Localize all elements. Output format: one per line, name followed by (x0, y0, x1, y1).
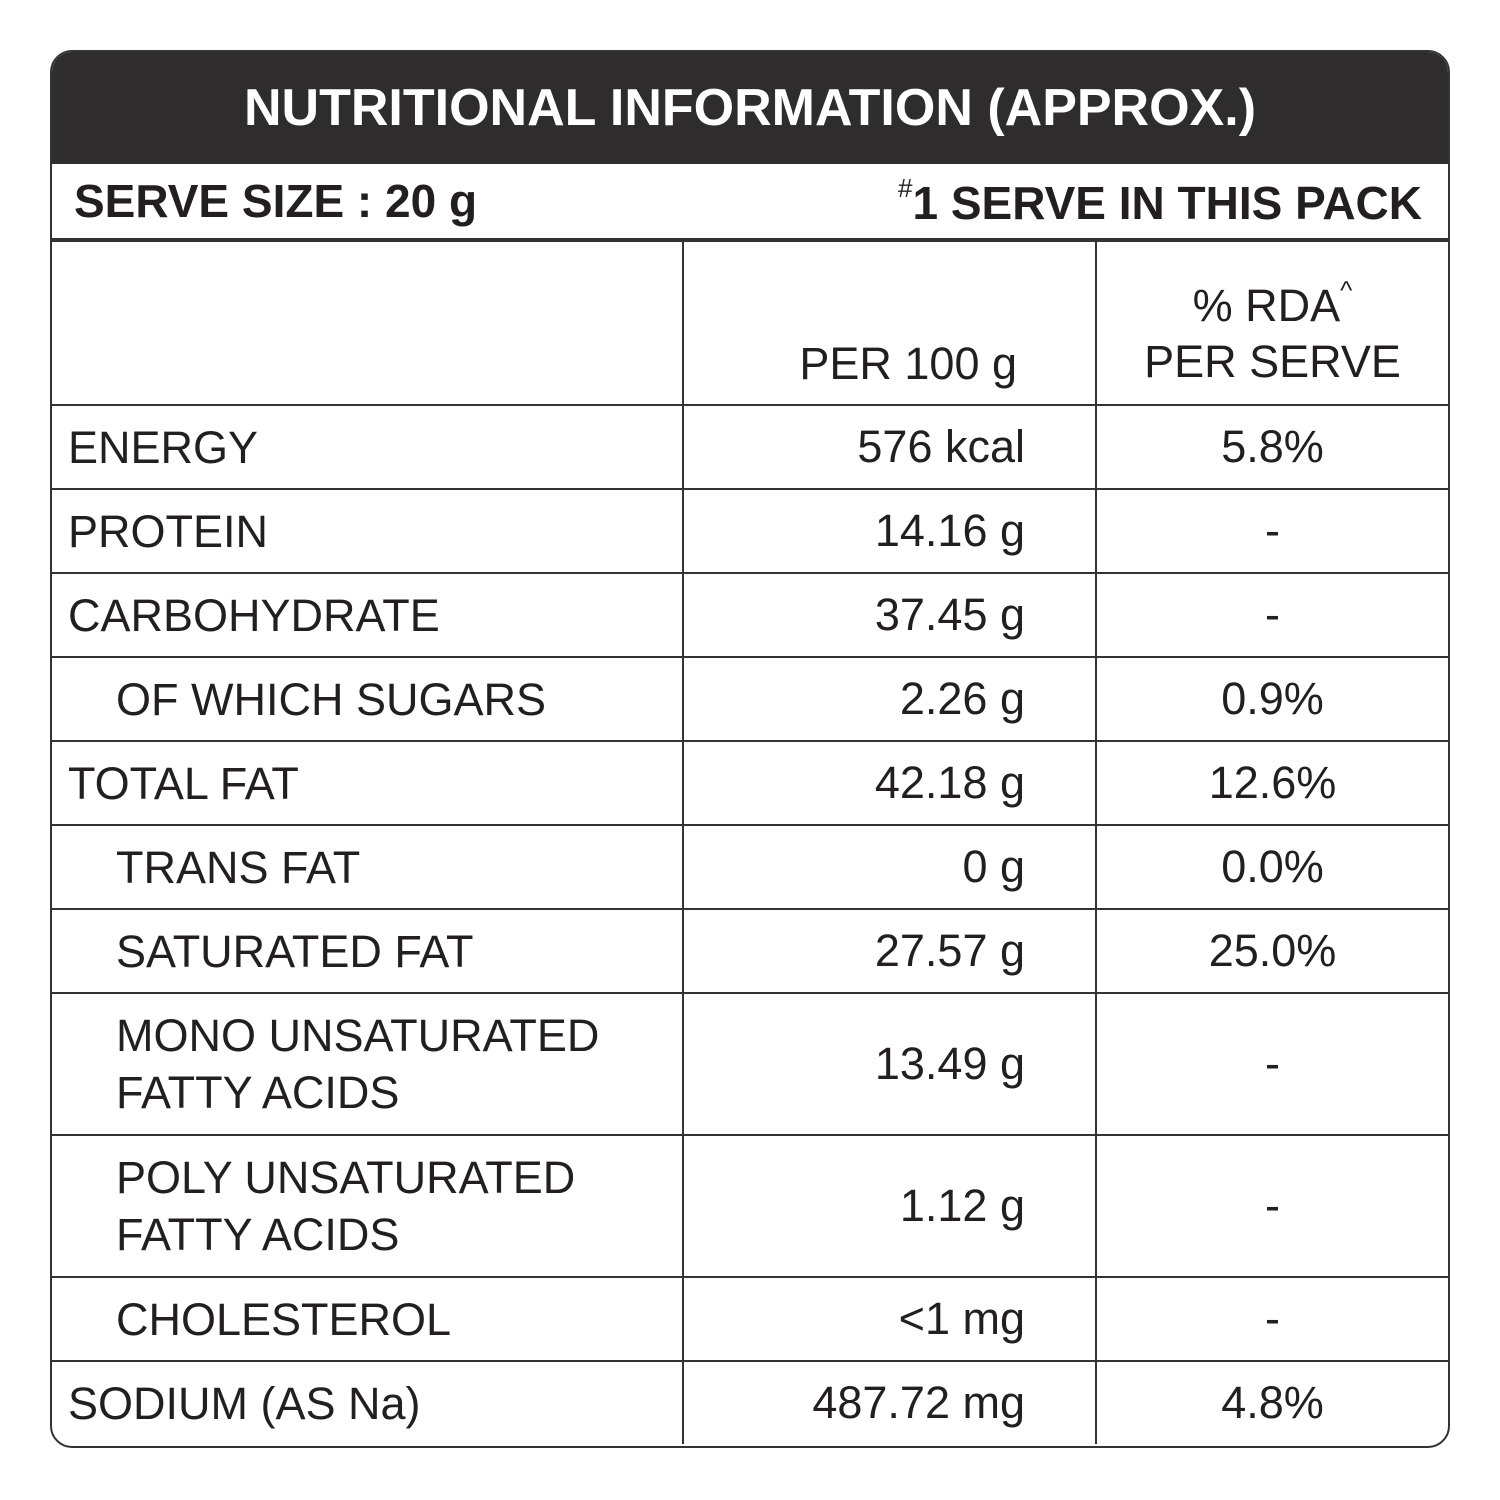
rda-heading: % RDA (1192, 280, 1341, 331)
nutrient-label: ENERGY (52, 404, 684, 490)
nutrient-row: MONO UNSATURATED FATTY ACIDS 13.49 g- (52, 992, 1448, 1136)
per-100g-value: 13.49 g (682, 992, 1097, 1136)
nutrient-label: OF WHICH SUGARS (52, 656, 684, 742)
rda-mark: ^ (1340, 275, 1353, 305)
nutrient-row: SODIUM (AS Na) 487.72 mg 4.8% (52, 1360, 1448, 1444)
nutrient-label: SODIUM (AS Na) (52, 1360, 684, 1444)
nutrient-row: TOTAL FAT 42.18 g 12.6% (52, 740, 1448, 826)
header-cell: % RDA^ PER SERVE (1095, 240, 1448, 406)
nutrient-label: MONO UNSATURATED FATTY ACIDS (52, 992, 684, 1136)
header-cell: PER 100 g (682, 240, 1097, 406)
rda-value: 0.0% (1095, 824, 1448, 910)
rda-value: 4.8% (1095, 1360, 1448, 1444)
header-row: PER 100 g % RDA^ PER SERVE (52, 240, 1448, 406)
per-100g-value: 2.26 g (682, 656, 1097, 742)
nutrition-panel: NUTRITIONAL INFORMATION (APPROX.) SERVE … (50, 50, 1450, 1448)
serve-size: SERVE SIZE : 20 g (74, 175, 478, 227)
per-100g-value: 1.12 g (682, 1134, 1097, 1278)
rda-value: - (1095, 992, 1448, 1136)
rda-subheading: PER SERVE (1144, 336, 1401, 387)
nutrient-row: PROTEIN 14.16 g- (52, 488, 1448, 574)
nutrient-row: OF WHICH SUGARS 2.26 g 0.9% (52, 656, 1448, 742)
per-100g-value: 37.45 g (682, 572, 1097, 658)
rda-value: - (1095, 1134, 1448, 1278)
nutrient-row: TRANS FAT 0 g 0.0% (52, 824, 1448, 910)
nutrient-label: SATURATED FAT (52, 908, 684, 994)
nutrient-label: TRANS FAT (52, 824, 684, 910)
nutrient-label: CARBOHYDRATE (52, 572, 684, 658)
nutrient-label: TOTAL FAT (52, 740, 684, 826)
per-100g-value: 487.72 mg (682, 1360, 1097, 1444)
per-100g-heading: PER 100 g (799, 338, 1017, 389)
pack-text: 1 SERVE IN THIS PACK (912, 176, 1422, 229)
rda-value: 5.8% (1095, 404, 1448, 490)
rda-value: 25.0% (1095, 908, 1448, 994)
pack-info: #1 SERVE IN THIS PACK (898, 173, 1422, 230)
nutrient-label: PROTEIN (52, 488, 684, 574)
nutrition-table: PER 100 g % RDA^ PER SERVE ENERGY 576 kca… (52, 240, 1448, 1444)
per-100g-value: 14.16 g (682, 488, 1097, 574)
rda-value: - (1095, 572, 1448, 658)
rda-value: - (1095, 488, 1448, 574)
nutrient-row: ENERGY 576 kcal 5.8% (52, 404, 1448, 490)
per-100g-value: 42.18 g (682, 740, 1097, 826)
rda-value: 12.6% (1095, 740, 1448, 826)
per-100g-value: 27.57 g (682, 908, 1097, 994)
rda-value: - (1095, 1276, 1448, 1362)
nutrient-label: POLY UNSATURATED FATTY ACIDS (52, 1134, 684, 1278)
nutrient-row: CHOLESTEROL <1 mg - (52, 1276, 1448, 1362)
rda-value: 0.9% (1095, 656, 1448, 742)
serve-row: SERVE SIZE : 20 g #1 SERVE IN THIS PACK (52, 164, 1448, 240)
nutrient-row: CARBOHYDRATE 37.45 g- (52, 572, 1448, 658)
title: NUTRITIONAL INFORMATION (APPROX.) (52, 52, 1448, 164)
per-100g-value: 576 kcal (682, 404, 1097, 490)
header-cell (52, 240, 684, 406)
per-100g-value: <1 mg (682, 1276, 1097, 1362)
nutrient-row: POLY UNSATURATED FATTY ACIDS 1.12 g- (52, 1134, 1448, 1278)
nutrient-label: CHOLESTEROL (52, 1276, 684, 1362)
pack-mark: # (898, 172, 913, 203)
nutrient-row: SATURATED FAT 27.57 g 25.0% (52, 908, 1448, 994)
per-100g-value: 0 g (682, 824, 1097, 910)
